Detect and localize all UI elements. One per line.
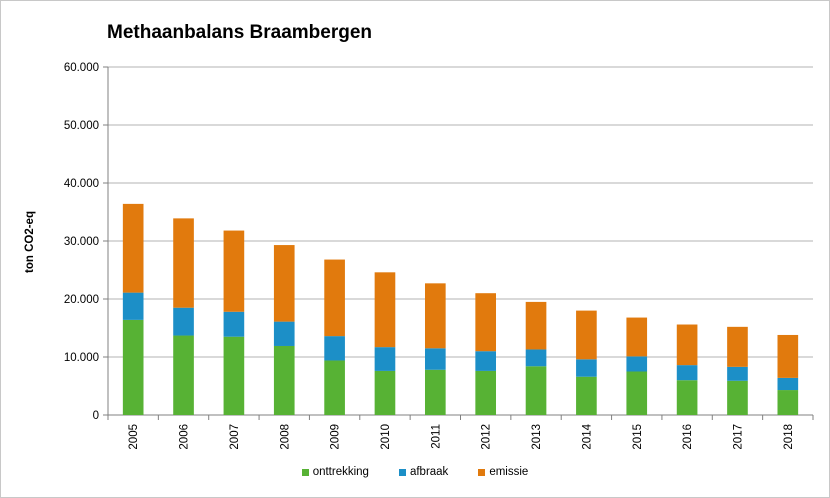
bar-emissie-2010 <box>374 272 396 348</box>
y-tick-label: 10.000 <box>64 352 99 364</box>
bar-afbraak-2007 <box>223 311 245 337</box>
legend-label: onttrekking <box>312 466 369 478</box>
y-tick-label: 20.000 <box>64 294 99 306</box>
x-tick-label: 2018 <box>783 424 795 450</box>
bar-emissie-2009 <box>324 259 345 337</box>
bar-onttrekking-2009 <box>324 360 345 415</box>
legend-label: emissie <box>489 466 529 478</box>
bar-onttrekking-2012 <box>475 370 497 415</box>
bar-onttrekking-2014 <box>576 376 597 415</box>
legend-item-onttrekking: onttrekking <box>301 466 369 478</box>
bar-afbraak-2009 <box>324 336 345 361</box>
chart-title: Methaanbalans Braambergen <box>107 22 373 43</box>
bar-onttrekking-2017 <box>727 380 748 415</box>
bar-onttrekking-2013 <box>525 366 547 415</box>
y-tick-label: 40.000 <box>64 178 99 190</box>
bar-emissie-2008 <box>273 245 295 322</box>
bar-afbraak-2013 <box>525 349 547 367</box>
bar-emissie-2011 <box>424 283 446 349</box>
legend-swatch <box>398 468 406 476</box>
bar-onttrekking-2018 <box>777 390 799 415</box>
bar-onttrekking-2016 <box>676 380 698 415</box>
bar-onttrekking-2005 <box>122 319 144 415</box>
bar-onttrekking-2006 <box>173 335 194 415</box>
chart-legend: onttrekking afbraak emissie <box>0 466 830 478</box>
legend-item-emissie: emissie <box>478 466 528 478</box>
bar-emissie-2006 <box>173 218 194 308</box>
bar-emissie-2007 <box>223 230 245 312</box>
bar-emissie-2018 <box>777 334 799 378</box>
x-tick-label: 2007 <box>229 424 241 450</box>
bar-afbraak-2006 <box>173 307 194 336</box>
bar-emissie-2013 <box>525 301 547 350</box>
bar-afbraak-2017 <box>727 366 748 381</box>
bar-emissie-2015 <box>626 317 648 357</box>
bar-onttrekking-2007 <box>223 336 245 415</box>
bar-afbraak-2011 <box>424 348 446 370</box>
bar-afbraak-2016 <box>676 365 698 381</box>
bar-afbraak-2015 <box>626 356 648 372</box>
bar-afbraak-2012 <box>475 351 497 371</box>
x-tick-label: 2014 <box>581 423 593 449</box>
bar-afbraak-2005 <box>122 292 144 320</box>
x-tick-label: 2016 <box>682 424 694 450</box>
x-tick-label: 2011 <box>430 424 442 449</box>
x-tick-label: 2017 <box>732 424 744 450</box>
x-tick-label: 2015 <box>632 424 644 450</box>
bar-afbraak-2014 <box>576 359 597 377</box>
bar-onttrekking-2008 <box>273 345 295 415</box>
bar-emissie-2016 <box>676 324 698 366</box>
y-tick-label: 0 <box>93 410 99 422</box>
bar-afbraak-2008 <box>273 321 295 346</box>
bar-emissie-2017 <box>727 326 748 367</box>
bar-onttrekking-2015 <box>626 371 648 415</box>
x-tick-label: 2006 <box>179 424 191 450</box>
x-tick-label: 2012 <box>481 424 493 450</box>
bar-onttrekking-2010 <box>374 370 396 415</box>
bar-emissie-2014 <box>576 310 597 360</box>
x-tick-label: 2005 <box>128 424 140 450</box>
y-tick-label: 60.000 <box>64 62 99 74</box>
bar-onttrekking-2011 <box>424 369 446 415</box>
x-tick-label: 2008 <box>279 424 291 450</box>
bar-emissie-2012 <box>475 293 497 352</box>
x-tick-label: 2013 <box>531 424 543 450</box>
legend-label: afbraak <box>409 466 449 478</box>
legend-swatch <box>301 468 309 476</box>
x-tick-label: 2009 <box>330 424 342 450</box>
x-tick-label: 2010 <box>380 424 392 450</box>
bar-afbraak-2010 <box>374 347 396 371</box>
y-tick-label: 50.000 <box>64 120 99 132</box>
bar-afbraak-2018 <box>777 377 799 391</box>
y-tick-label: 30.000 <box>64 236 99 248</box>
legend-swatch <box>478 468 486 476</box>
bar-emissie-2005 <box>122 203 144 293</box>
legend-item-afbraak: afbraak <box>398 466 449 478</box>
